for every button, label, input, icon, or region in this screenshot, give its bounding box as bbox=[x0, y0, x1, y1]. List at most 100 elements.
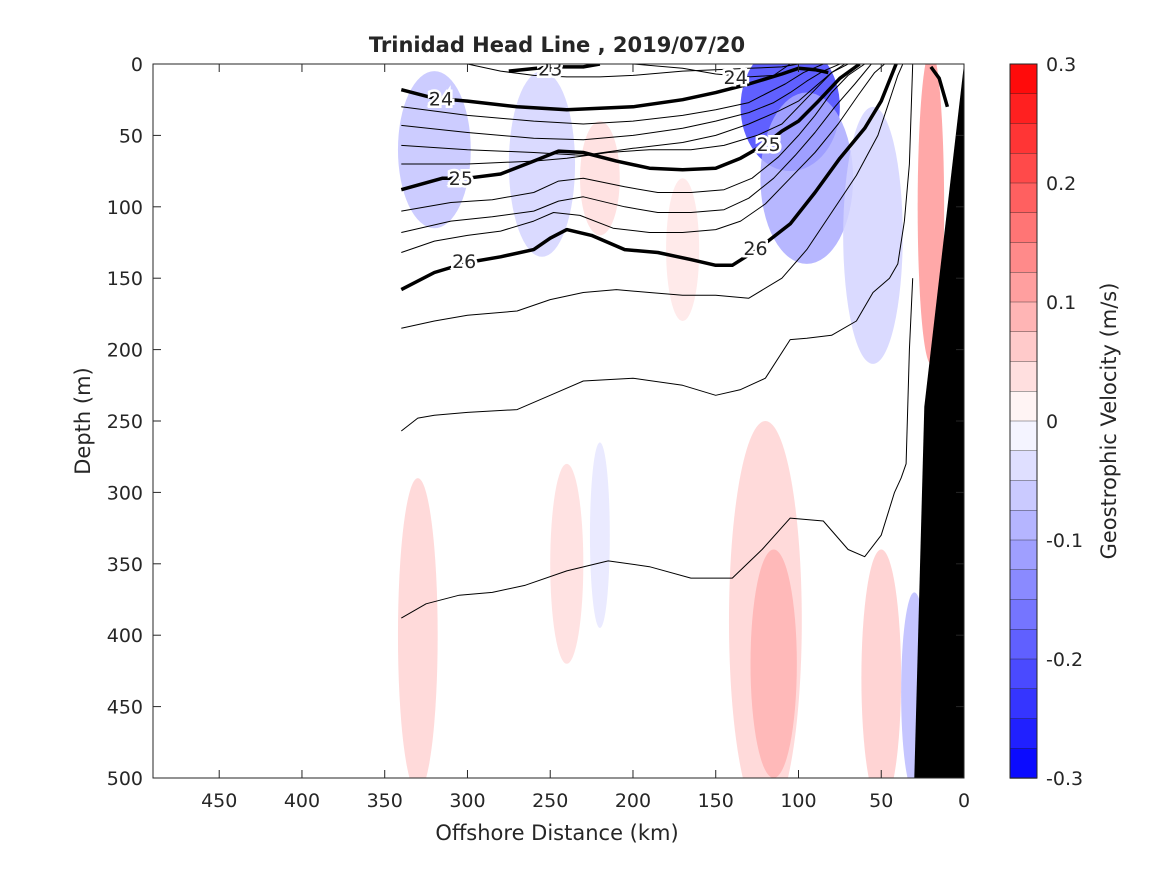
isopycnal-label-0: 23 bbox=[538, 58, 562, 80]
colorbar-level-22 bbox=[1009, 718, 1038, 749]
major-isopycnal-3 bbox=[400, 64, 861, 192]
chart-title: Trinidad Head Line , 2019/07/20 bbox=[369, 33, 745, 57]
colorbar-level-7 bbox=[1009, 272, 1038, 303]
colorbar-level-10 bbox=[1009, 361, 1038, 392]
x-tick-label-4: 250 bbox=[532, 790, 568, 812]
isopycnal-label-1: 24 bbox=[429, 88, 453, 110]
colorbar-level-1 bbox=[1009, 93, 1038, 125]
bathymetry-shading bbox=[914, 64, 964, 778]
major-isopycnal-0 bbox=[508, 64, 601, 73]
colorbar-tick-label-1: 0.2 bbox=[1046, 173, 1076, 195]
x-axis-ticks: 450 400 350 300 250 200 150 100 50 0 bbox=[201, 64, 970, 812]
plot-content: 23 24 24 25 25 26 26 bbox=[397, 58, 964, 778]
minor-isopycnal-2 bbox=[401, 64, 835, 125]
colorbar-level-17 bbox=[1009, 569, 1038, 601]
y-axis-ticks: 0 50 100 150 200 250 300 350 400 450 500 bbox=[107, 54, 964, 790]
velocity-patch-0 bbox=[397, 71, 471, 229]
x-tick-label-2: 350 bbox=[367, 790, 403, 812]
colorbar-level-11 bbox=[1009, 391, 1038, 422]
y-tick-label-4: 200 bbox=[107, 340, 143, 362]
colorbar-level-5 bbox=[1009, 212, 1038, 244]
major-isopycnal-4 bbox=[400, 64, 898, 292]
isopycnal-labels: 23 24 24 25 25 26 26 bbox=[426, 58, 783, 276]
velocity-patch-4 bbox=[843, 106, 903, 364]
colorbar-level-12 bbox=[1009, 420, 1038, 452]
velocity-patch-12 bbox=[750, 549, 797, 778]
y-tick-label-3: 150 bbox=[107, 268, 143, 290]
y-axis-label: Depth (m) bbox=[71, 367, 95, 474]
y-tick-label-8: 400 bbox=[107, 625, 143, 647]
y-tick-label-5: 250 bbox=[107, 411, 143, 433]
minor-isopycnals bbox=[400, 64, 914, 619]
major-isopycnal-2 bbox=[929, 65, 950, 108]
y-tick-label-0: 0 bbox=[131, 54, 143, 76]
isopycnal-label-2: 24 bbox=[724, 67, 748, 89]
velocity-patch-9 bbox=[589, 442, 610, 629]
colorbar-level-23 bbox=[1009, 748, 1038, 779]
colorbar-level-8 bbox=[1009, 301, 1038, 333]
minor-isopycnal-4 bbox=[401, 64, 846, 156]
x-tick-label-6: 150 bbox=[698, 790, 734, 812]
x-tick-label-0: 450 bbox=[201, 790, 237, 812]
colorbar-level-13 bbox=[1009, 450, 1038, 482]
colorbar-frame bbox=[1009, 63, 1038, 779]
minor-isopycnal-6 bbox=[401, 64, 865, 212]
x-tick-label-3: 300 bbox=[449, 790, 485, 812]
y-tick-label-9: 450 bbox=[107, 697, 143, 719]
colorbar-level-18 bbox=[1009, 599, 1038, 630]
velocity-patch-7 bbox=[917, 64, 945, 364]
velocity-patch-13 bbox=[861, 549, 902, 778]
velocity-patch-6 bbox=[666, 178, 700, 322]
velocity-patch-5 bbox=[580, 121, 620, 236]
velocity-patch-8 bbox=[550, 463, 584, 664]
colorbar-level-6 bbox=[1009, 242, 1038, 273]
minor-isopycnal-1 bbox=[632, 64, 791, 78]
colorbar-level-3 bbox=[1009, 153, 1038, 184]
colorbar-tick-label-2: 0.1 bbox=[1046, 292, 1076, 314]
velocity-field bbox=[397, 64, 945, 778]
isopycnal-label-5: 26 bbox=[452, 251, 476, 273]
colorbar-tick-label-4: -0.1 bbox=[1046, 530, 1083, 552]
colorbar-tick-label-5: -0.2 bbox=[1046, 649, 1083, 671]
minor-isopycnal-11 bbox=[401, 278, 914, 619]
colorbar-ticks: 0.3 0.2 0.1 0 -0.1 -0.2 -0.3 bbox=[1046, 54, 1083, 790]
minor-isopycnal-8 bbox=[401, 64, 885, 253]
colorbar-level-9 bbox=[1009, 331, 1038, 363]
colorbar-level-20 bbox=[1009, 658, 1038, 690]
x-tick-label-1: 400 bbox=[284, 790, 320, 812]
colorbar-label: Geostrophic Velocity (m/s) bbox=[1097, 283, 1121, 560]
colorbar bbox=[1009, 63, 1038, 779]
isopycnal-label-6: 26 bbox=[743, 238, 767, 260]
isopycnal-label-4: 25 bbox=[449, 168, 473, 190]
velocity-patch-10 bbox=[397, 478, 438, 778]
minor-isopycnal-7 bbox=[401, 64, 872, 233]
colorbar-level-19 bbox=[1009, 629, 1038, 660]
colorbar-level-0 bbox=[1009, 63, 1038, 95]
y-tick-label-2: 100 bbox=[107, 197, 143, 219]
x-tick-label-9: 0 bbox=[958, 790, 970, 812]
colorbar-tick-label-0: 0.3 bbox=[1046, 54, 1076, 76]
y-tick-label-6: 300 bbox=[107, 482, 143, 504]
minor-isopycnal-0 bbox=[467, 64, 807, 78]
isopycnal-label-3: 25 bbox=[757, 134, 781, 156]
x-tick-label-7: 100 bbox=[780, 790, 816, 812]
velocity-patch-3 bbox=[760, 92, 854, 264]
y-tick-label-1: 50 bbox=[119, 125, 143, 147]
minor-isopycnal-9 bbox=[401, 64, 904, 329]
minor-isopycnal-10 bbox=[400, 64, 914, 432]
colorbar-tick-label-6: -0.3 bbox=[1046, 768, 1083, 790]
colorbar-level-16 bbox=[1009, 539, 1038, 571]
colorbar-level-4 bbox=[1009, 182, 1038, 214]
y-tick-label-10: 500 bbox=[107, 768, 143, 790]
y-tick-label-7: 350 bbox=[107, 554, 143, 576]
colorbar-level-2 bbox=[1009, 123, 1038, 154]
colorbar-level-21 bbox=[1009, 688, 1038, 720]
colorbar-level-14 bbox=[1009, 480, 1038, 511]
colorbar-level-15 bbox=[1009, 510, 1038, 541]
x-tick-label-8: 50 bbox=[869, 790, 893, 812]
velocity-patch-1 bbox=[508, 71, 576, 257]
minor-isopycnal-3 bbox=[401, 64, 849, 141]
x-tick-label-5: 200 bbox=[615, 790, 651, 812]
colorbar-tick-label-3: 0 bbox=[1046, 411, 1058, 433]
